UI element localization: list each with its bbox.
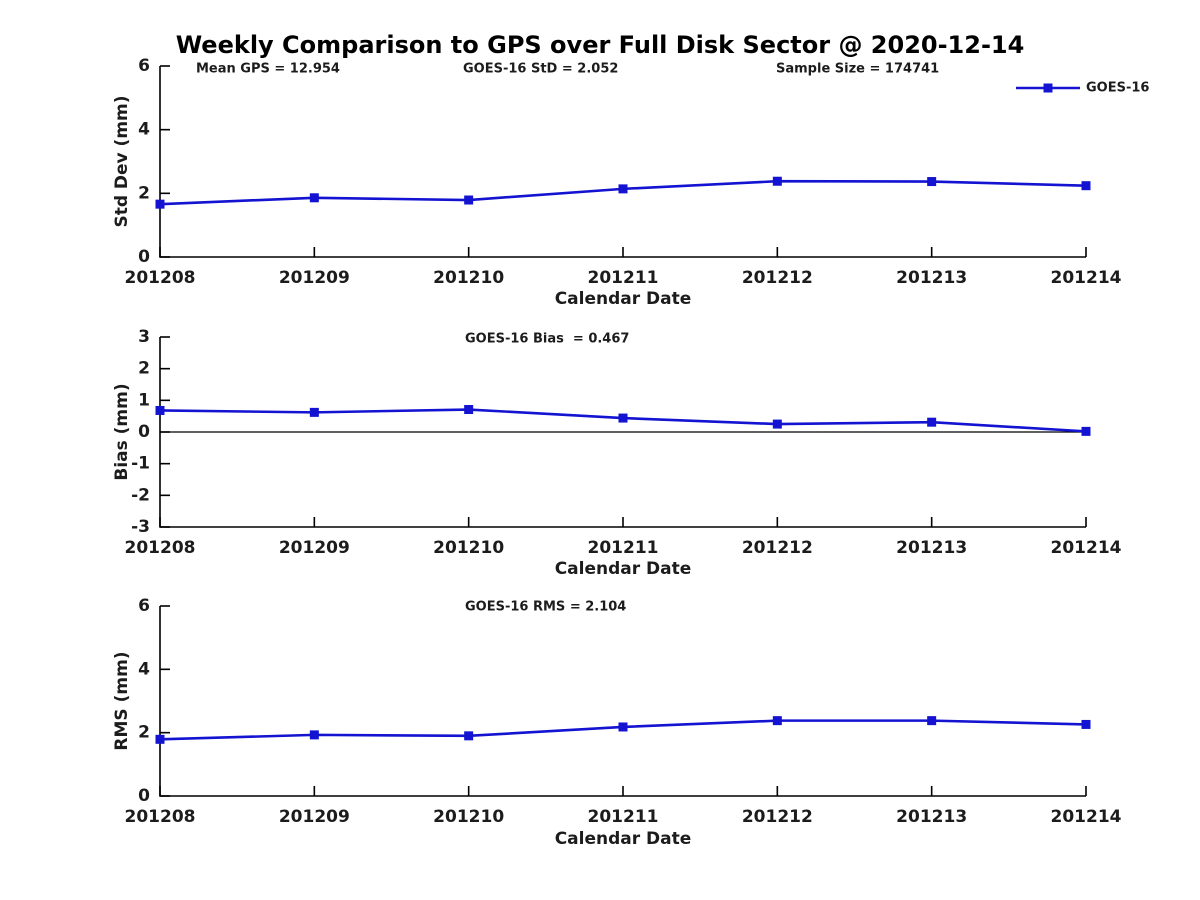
x-tick-label: 201214 bbox=[1051, 538, 1122, 558]
x-tick-label: 201208 bbox=[125, 807, 196, 827]
y-tick-label: -1 bbox=[131, 454, 150, 474]
x-axis-label: Calendar Date bbox=[555, 289, 692, 309]
x-tick-label: 201211 bbox=[588, 807, 659, 827]
x-tick-label: 201214 bbox=[1051, 807, 1122, 827]
y-tick-label: -2 bbox=[131, 485, 150, 505]
legend-label: GOES-16 bbox=[1086, 81, 1149, 96]
annotation-text: Mean GPS = 12.954 bbox=[196, 62, 340, 77]
x-tick-label: 201213 bbox=[896, 807, 967, 827]
annotation-text: GOES-16 Bias = 0.467 bbox=[465, 332, 629, 347]
x-tick-label: 201212 bbox=[742, 807, 813, 827]
x-tick-label: 201212 bbox=[742, 268, 813, 288]
y-tick-label: -3 bbox=[131, 517, 150, 537]
data-point-marker bbox=[618, 722, 628, 732]
x-tick-label: 201208 bbox=[125, 268, 196, 288]
x-tick-label: 201213 bbox=[896, 268, 967, 288]
y-tick-label: 4 bbox=[138, 659, 150, 679]
y-tick-label: 6 bbox=[138, 596, 150, 616]
annotation-text: Sample Size = 174741 bbox=[776, 62, 939, 77]
data-point-marker bbox=[309, 193, 319, 203]
data-point-marker bbox=[309, 730, 319, 740]
x-tick-label: 201211 bbox=[588, 268, 659, 288]
data-point-marker bbox=[464, 731, 474, 741]
data-point-marker bbox=[618, 184, 628, 194]
data-point-marker bbox=[927, 177, 937, 187]
y-tick-label: 4 bbox=[138, 120, 150, 140]
y-axis-label: Std Dev (mm) bbox=[112, 95, 132, 227]
x-tick-label: 201210 bbox=[433, 538, 504, 558]
y-tick-label: 0 bbox=[138, 786, 150, 806]
legend-marker bbox=[1043, 83, 1053, 93]
x-tick-label: 201212 bbox=[742, 538, 813, 558]
subplot-bias: 201208 201209 201210 201211 201212 201213 2012… bbox=[112, 332, 1122, 580]
x-tick-label: 201209 bbox=[279, 268, 350, 288]
y-axis-label: RMS (mm) bbox=[112, 651, 132, 750]
data-point-marker bbox=[772, 419, 782, 429]
x-tick-label: 201213 bbox=[896, 538, 967, 558]
x-tick-label: 201209 bbox=[279, 538, 350, 558]
x-axis-label: Calendar Date bbox=[555, 829, 692, 849]
y-tick-label: 0 bbox=[138, 247, 150, 267]
x-tick-label: 201210 bbox=[433, 268, 504, 288]
x-tick-label: 201211 bbox=[588, 538, 659, 558]
subplot-std-dev: 201208 201209 201210 201211 201212 201213 2012… bbox=[112, 62, 1149, 310]
axis-spines bbox=[159, 606, 1086, 797]
data-point-marker bbox=[927, 716, 937, 726]
data-point-marker bbox=[464, 195, 474, 205]
data-point-marker bbox=[1081, 181, 1091, 191]
annotation-text: GOES-16 StD = 2.052 bbox=[463, 62, 618, 77]
data-point-marker bbox=[618, 413, 628, 423]
data-point-marker bbox=[155, 405, 165, 415]
x-tick-label: 201208 bbox=[125, 538, 196, 558]
axis-spines bbox=[159, 66, 1086, 258]
data-point-marker bbox=[1081, 719, 1091, 729]
data-point-marker bbox=[772, 716, 782, 726]
data-point-marker bbox=[309, 407, 319, 417]
y-tick-label: 1 bbox=[138, 390, 150, 410]
x-axis-label: Calendar Date bbox=[555, 559, 692, 579]
data-point-marker bbox=[155, 199, 165, 209]
y-tick-label: 3 bbox=[138, 327, 150, 347]
data-point-marker bbox=[927, 417, 937, 427]
y-tick-label: 0 bbox=[138, 422, 150, 442]
figure-title: Weekly Comparison to GPS over Full Disk … bbox=[175, 31, 1025, 59]
x-tick-label: 201210 bbox=[433, 807, 504, 827]
data-point-marker bbox=[1081, 426, 1091, 436]
x-tick-label: 201214 bbox=[1051, 268, 1122, 288]
legend: GOES-16 bbox=[1016, 81, 1149, 96]
data-point-marker bbox=[772, 176, 782, 186]
y-tick-label: 2 bbox=[138, 359, 150, 379]
y-tick-label: 2 bbox=[138, 183, 150, 203]
data-point-marker bbox=[464, 405, 474, 415]
data-point-marker bbox=[155, 734, 165, 744]
annotation-text: GOES-16 RMS = 2.104 bbox=[465, 600, 626, 615]
x-tick-label: 201209 bbox=[279, 807, 350, 827]
subplot-rms: 201208 201209 201210 201211 201212 201213 2012… bbox=[112, 600, 1122, 850]
y-tick-label: 2 bbox=[138, 723, 150, 743]
y-axis-label: Bias (mm) bbox=[112, 383, 132, 480]
y-tick-label: 6 bbox=[138, 56, 150, 76]
